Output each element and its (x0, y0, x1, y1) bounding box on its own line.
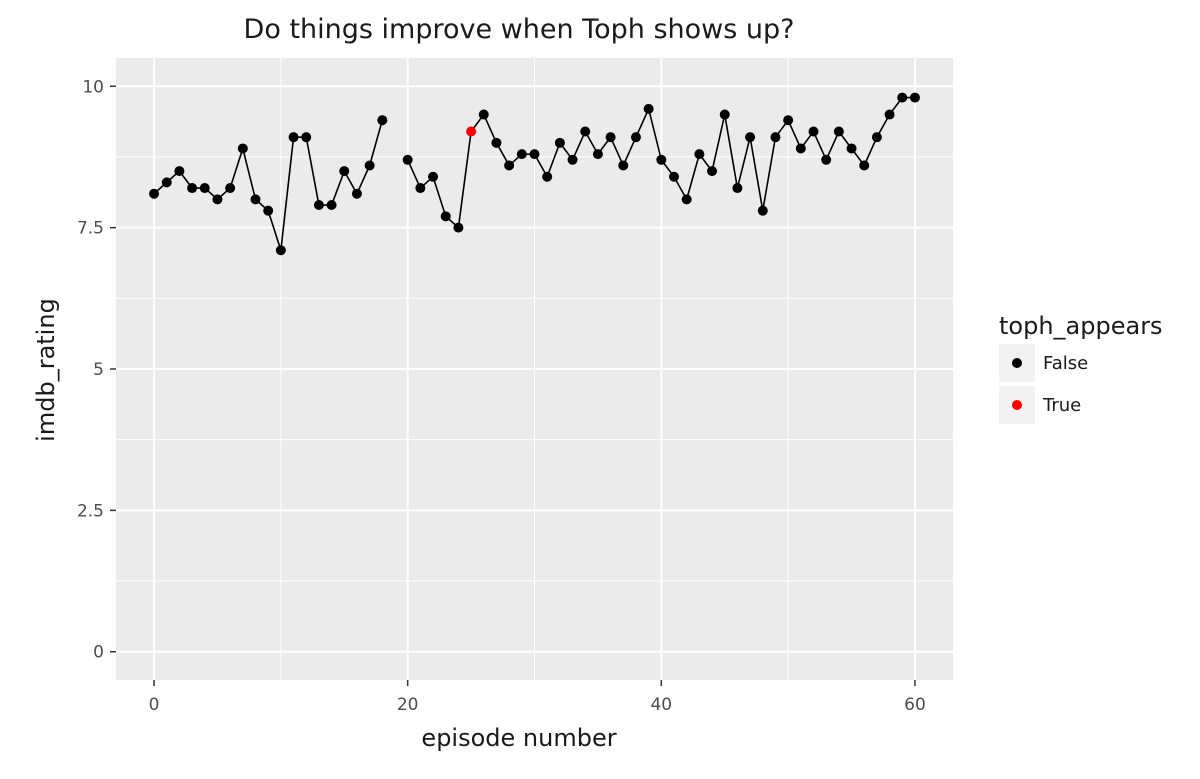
data-point (643, 103, 654, 114)
data-point (669, 171, 679, 182)
legend-title: toph_appears (999, 312, 1163, 340)
data-point (187, 183, 198, 194)
data-point (313, 200, 324, 211)
x-axis-title: episode number (421, 724, 616, 752)
data-point (364, 160, 375, 171)
data-point-toph (466, 126, 477, 137)
data-point (428, 171, 439, 182)
data-point (199, 183, 210, 194)
y-tick-label: 7.5 (77, 219, 104, 239)
legend-label-true: True (1042, 395, 1081, 416)
points (149, 92, 920, 256)
legend-label-false: False (1043, 353, 1088, 374)
legend-entry-true: True (999, 386, 1081, 424)
data-point (745, 132, 756, 143)
x-axis-ticks: 0 20 40 60 (149, 680, 926, 715)
data-point (225, 183, 236, 194)
data-point (707, 166, 718, 177)
data-point (732, 183, 743, 194)
legend-marker-true (1012, 400, 1022, 410)
data-point (212, 194, 223, 205)
data-point (630, 132, 641, 143)
data-point (592, 149, 603, 160)
y-tick-label: 2.5 (77, 501, 104, 521)
data-point (833, 126, 844, 137)
data-point (440, 211, 451, 222)
y-tick-label: 10 (82, 77, 104, 97)
data-point (859, 160, 870, 171)
data-point (821, 154, 832, 165)
data-point (161, 177, 172, 188)
legend-marker-false (1012, 358, 1022, 368)
x-tick-label: 0 (149, 695, 160, 715)
chart-title: Do things improve when Toph shows up? (244, 14, 795, 45)
data-point (770, 132, 781, 143)
data-point (288, 132, 299, 143)
data-point (897, 92, 908, 103)
y-axis-ticks: 0 2.5 5 7.5 10 (77, 77, 116, 663)
data-point (529, 149, 540, 160)
data-point (542, 171, 553, 182)
data-point (846, 143, 857, 154)
data-point (174, 166, 185, 177)
data-point (605, 132, 616, 143)
legend: toph_appears False True (999, 312, 1163, 424)
data-point (377, 115, 388, 126)
data-point (783, 115, 794, 126)
x-tick-label: 20 (397, 695, 419, 715)
data-point (656, 154, 667, 165)
data-point (694, 149, 705, 160)
data-point (719, 109, 730, 120)
data-point (351, 188, 362, 199)
data-point (681, 194, 692, 205)
data-point (491, 137, 502, 148)
data-point (301, 132, 312, 143)
x-tick-label: 60 (904, 695, 926, 715)
data-point (808, 126, 819, 137)
data-point (402, 154, 413, 165)
data-point (580, 126, 591, 137)
data-point (263, 205, 274, 216)
data-point (453, 222, 464, 233)
data-point (326, 200, 337, 211)
data-point (871, 132, 882, 143)
data-point (618, 160, 629, 171)
data-point (884, 109, 895, 120)
data-point (415, 183, 426, 194)
y-tick-label: 5 (93, 360, 104, 380)
data-point (757, 205, 768, 216)
data-point (275, 245, 286, 256)
data-point (237, 143, 248, 154)
data-point (478, 109, 489, 120)
data-point (516, 149, 527, 160)
data-point (149, 188, 160, 199)
legend-entry-false: False (999, 344, 1088, 382)
data-point (909, 92, 920, 103)
y-tick-label: 0 (93, 643, 104, 663)
data-point (567, 154, 578, 165)
data-point (250, 194, 261, 205)
data-point (554, 137, 565, 148)
data-point (339, 166, 350, 177)
y-axis-title: imdb_rating (32, 298, 60, 442)
data-point (795, 143, 806, 154)
data-point (504, 160, 515, 171)
x-tick-label: 40 (650, 695, 672, 715)
